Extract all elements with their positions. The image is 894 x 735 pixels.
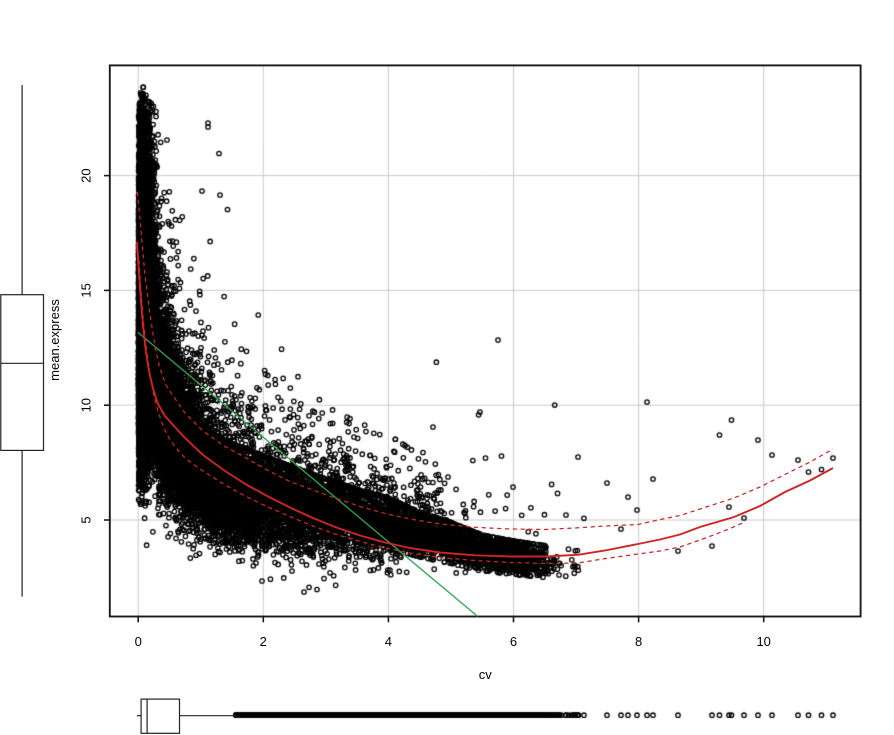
svg-text:10: 10	[79, 398, 94, 412]
svg-text:8: 8	[635, 634, 642, 649]
svg-text:6: 6	[510, 634, 517, 649]
svg-text:2: 2	[260, 634, 267, 649]
svg-text:mean.express: mean.express	[47, 299, 62, 381]
svg-text:20: 20	[79, 168, 94, 182]
svg-text:0: 0	[135, 634, 142, 649]
svg-text:5: 5	[79, 516, 94, 523]
svg-text:4: 4	[385, 634, 392, 649]
svg-text:10: 10	[756, 634, 770, 649]
svg-text:15: 15	[79, 283, 94, 297]
svg-text:cv: cv	[479, 667, 493, 682]
